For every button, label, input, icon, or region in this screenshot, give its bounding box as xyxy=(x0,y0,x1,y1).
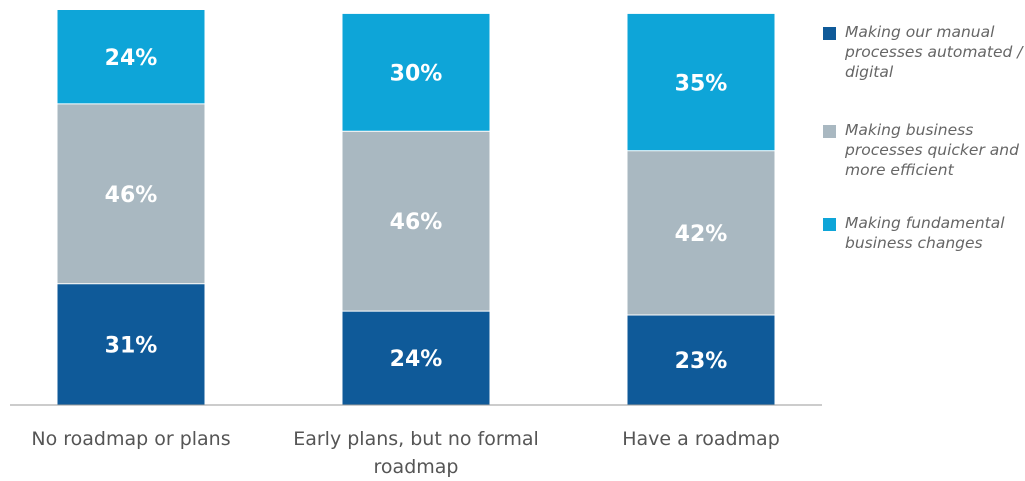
legend-swatch xyxy=(823,125,836,138)
x-tick-label: No roadmap or plans xyxy=(31,428,231,450)
legend-swatch xyxy=(823,27,836,40)
legend-swatch xyxy=(823,218,836,231)
x-tick-label: Early plans, but no formal roadmap xyxy=(293,428,539,478)
legend-label: Making business processes quicker and mo… xyxy=(845,121,1019,179)
legend-label: Making our manual processes automated / … xyxy=(845,23,1023,81)
bar-segment xyxy=(627,150,775,316)
bar-segment xyxy=(342,13,490,132)
value-label: 24% xyxy=(105,46,158,71)
value-label: 46% xyxy=(390,210,443,235)
value-label: 46% xyxy=(105,183,158,208)
value-label: 30% xyxy=(390,62,443,87)
bar-segment xyxy=(57,283,205,405)
legend-item: Making business processes quicker and mo… xyxy=(823,120,1023,180)
bar-segment xyxy=(57,103,205,284)
value-label: 35% xyxy=(675,71,728,96)
bar-segment xyxy=(627,315,775,405)
bar-segment xyxy=(342,131,490,312)
legend-item: Making fundamental business changes xyxy=(823,213,1023,253)
value-label: 24% xyxy=(390,347,443,372)
legend-item: Making our manual processes automated / … xyxy=(823,22,1023,82)
bar-segment xyxy=(627,13,775,151)
value-label: 23% xyxy=(675,349,728,374)
x-tick-label: Have a roadmap xyxy=(622,428,780,450)
bar-segment xyxy=(342,311,490,405)
bar-segment xyxy=(57,10,205,104)
value-label: 42% xyxy=(675,222,728,247)
legend-label: Making fundamental business changes xyxy=(845,214,1005,252)
value-label: 31% xyxy=(105,333,158,358)
